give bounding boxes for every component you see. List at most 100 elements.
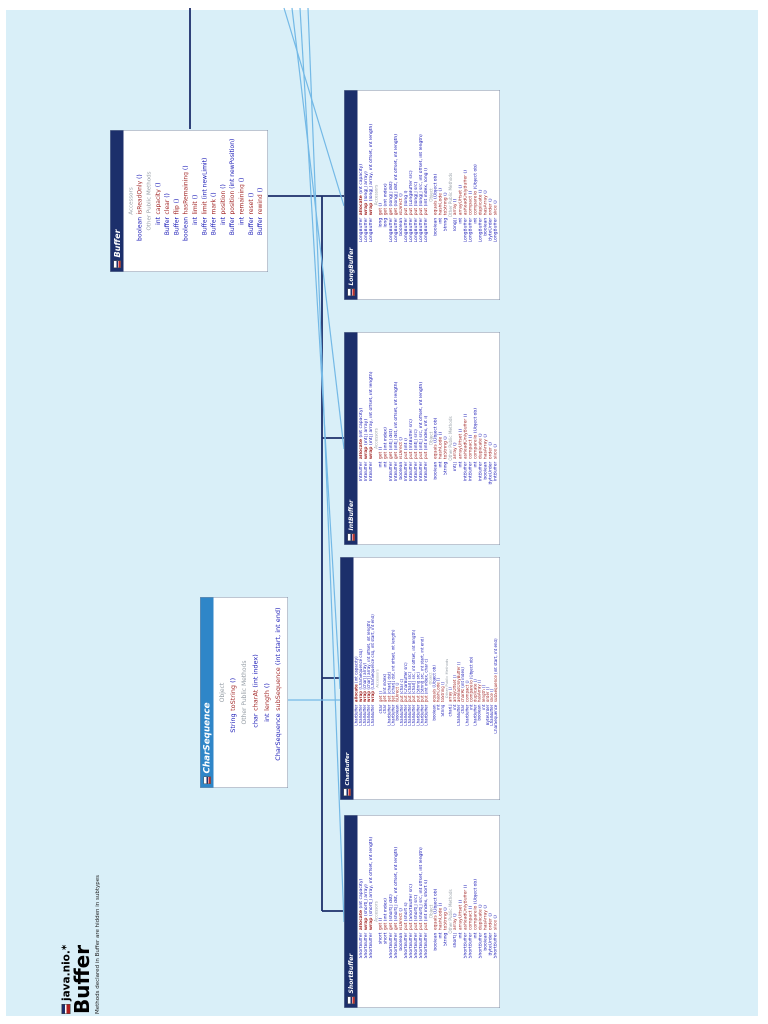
method-name: position: [229, 190, 236, 215]
method-name: get: [388, 207, 394, 216]
method-params: (Object ob): [433, 173, 439, 201]
method-signature: array (): [453, 819, 458, 930]
method-signature: put (short[] src): [414, 819, 419, 931]
method-row: Buffer position (int newPosition): [229, 134, 235, 269]
method-row: boolean isReadOnly (): [137, 134, 143, 269]
method-params: (): [478, 189, 483, 195]
method-name: hashCode: [438, 907, 444, 931]
method-signature: hasRemaining (): [182, 134, 189, 214]
method-row: IntBuffer compact (): [468, 336, 473, 542]
return-type: ShortBuffer: [463, 932, 468, 959]
interface-line-charbuffer: [299, 7, 341, 690]
return-type: IntBuffer: [388, 461, 394, 482]
section-label: Accessors: [373, 184, 379, 206]
method-row: ShortBuffer get (short[] dst): [389, 819, 394, 1005]
class-title: IntBuffer: [347, 499, 355, 531]
method-row: Buffer clear (): [164, 134, 170, 269]
return-type: IntBuffer: [423, 461, 429, 482]
class-title: CharSequence: [202, 702, 212, 774]
method-name: compact: [468, 910, 473, 931]
method-name: get: [378, 451, 384, 460]
return-type: int: [473, 932, 478, 939]
method-signature: array (): [453, 336, 458, 460]
method-signature: subSequence (int start, int end): [275, 601, 282, 710]
method-signature: compareTo (Object ob): [473, 94, 478, 216]
method-signature: get (int[] dst, int offset, int length): [394, 336, 399, 460]
method-row: int remaining (): [239, 134, 245, 269]
method-row: LongBuffer put (long l): [404, 94, 409, 297]
method-params: (int newLimit): [201, 157, 208, 200]
class-header-buffer: Buffer: [110, 130, 124, 272]
method-params: (): [398, 908, 404, 914]
return-type: long: [378, 217, 384, 228]
method-row: boolean isDirect (): [399, 819, 404, 1005]
method-params: (IntBuffer src): [408, 419, 414, 452]
method-row: boolean hasArray (): [483, 819, 488, 1005]
method-row: CharSequence subSequence (int start, int …: [494, 561, 498, 797]
method-name: get: [378, 207, 384, 216]
method-name: wrap: [364, 446, 369, 460]
method-params: (Object ob): [473, 407, 478, 435]
method-row: ShortBuffer compact (): [468, 819, 473, 1005]
return-type: int: [473, 461, 478, 468]
return-type: ShortBuffer: [408, 932, 414, 959]
method-row: Buffer flip (): [173, 134, 179, 269]
method-params: (): [493, 444, 498, 450]
page-note: Methods declared in Buffer are hidden in…: [94, 874, 101, 1014]
return-type: LongBuffer: [478, 217, 483, 243]
method-row: short get (int index): [384, 819, 389, 1005]
class-header-charbuffer: CharBuffer: [340, 557, 354, 800]
method-row: ShortBuffer get (short[] dst, int offset,…: [394, 819, 399, 1005]
method-params: (): [182, 165, 189, 171]
method-row: LongBuffer compact (): [468, 94, 473, 297]
method-name: array: [453, 447, 458, 460]
method-row: int compareTo (Object ob): [473, 94, 478, 297]
return-type: ShortBuffer: [418, 932, 424, 959]
method-row: int limit (): [192, 134, 198, 269]
method-name: charAt: [252, 689, 259, 711]
method-name: length: [263, 690, 271, 711]
method-signature: allocate (int capacity): [359, 94, 364, 215]
method-name: order: [488, 203, 493, 216]
method-signature: isDirect (): [398, 819, 404, 931]
method-name: isDirect: [398, 913, 404, 931]
method-signature: put (int[] src, int offset, int length): [419, 336, 424, 459]
method-params: (Object ob): [433, 888, 439, 916]
method-name: compareTo: [473, 190, 478, 216]
method-row: short[] array (): [453, 819, 458, 1005]
method-row: boolean equals (Object ob): [434, 94, 439, 297]
method-row: boolean equals (Object ob): [434, 336, 439, 542]
return-type: ShortBuffer: [478, 932, 483, 959]
return-type: int: [383, 461, 389, 468]
method-signature: limit (): [192, 134, 198, 215]
method-signature: isDirect (): [399, 94, 404, 215]
method-row: int arrayOffset (): [458, 336, 463, 542]
method-signature: equals (Object ob): [433, 819, 439, 930]
method-params: (): [453, 198, 458, 204]
interface-line-intbuffer: [291, 7, 345, 450]
method-row: boolean equals (Object ob): [434, 819, 439, 1005]
method-signature: put (LongBuffer src): [409, 94, 414, 215]
package-icon: [61, 1004, 71, 1014]
return-type: ShortBuffer: [393, 932, 399, 959]
return-type: boolean: [483, 217, 488, 236]
method-signature: compact (): [468, 819, 473, 931]
method-row: IntBuffer get (int[] dst, int offset, int…: [394, 336, 399, 542]
method-name: get: [378, 922, 384, 931]
method-params: (long[] src, int offset, int length): [418, 134, 424, 208]
method-row: ByteOrder order (): [488, 94, 493, 297]
method-name: array: [453, 203, 458, 216]
method-name: get: [383, 922, 389, 931]
return-type: IntBuffer: [478, 461, 483, 482]
method-signature: arrayOffset (): [458, 336, 463, 459]
method-signature: equals (Object ob): [433, 94, 439, 215]
return-type: short: [378, 932, 384, 945]
return-type: ShortBuffer: [369, 932, 374, 959]
method-signature: put (int i): [404, 336, 409, 459]
method-name: slice: [493, 920, 498, 931]
method-signature: get (): [378, 336, 384, 460]
method-name: put: [418, 922, 424, 931]
interface-icon: [203, 776, 211, 784]
method-row: int hashCode (): [439, 336, 444, 542]
method-signature: put (long[] src): [414, 94, 419, 216]
